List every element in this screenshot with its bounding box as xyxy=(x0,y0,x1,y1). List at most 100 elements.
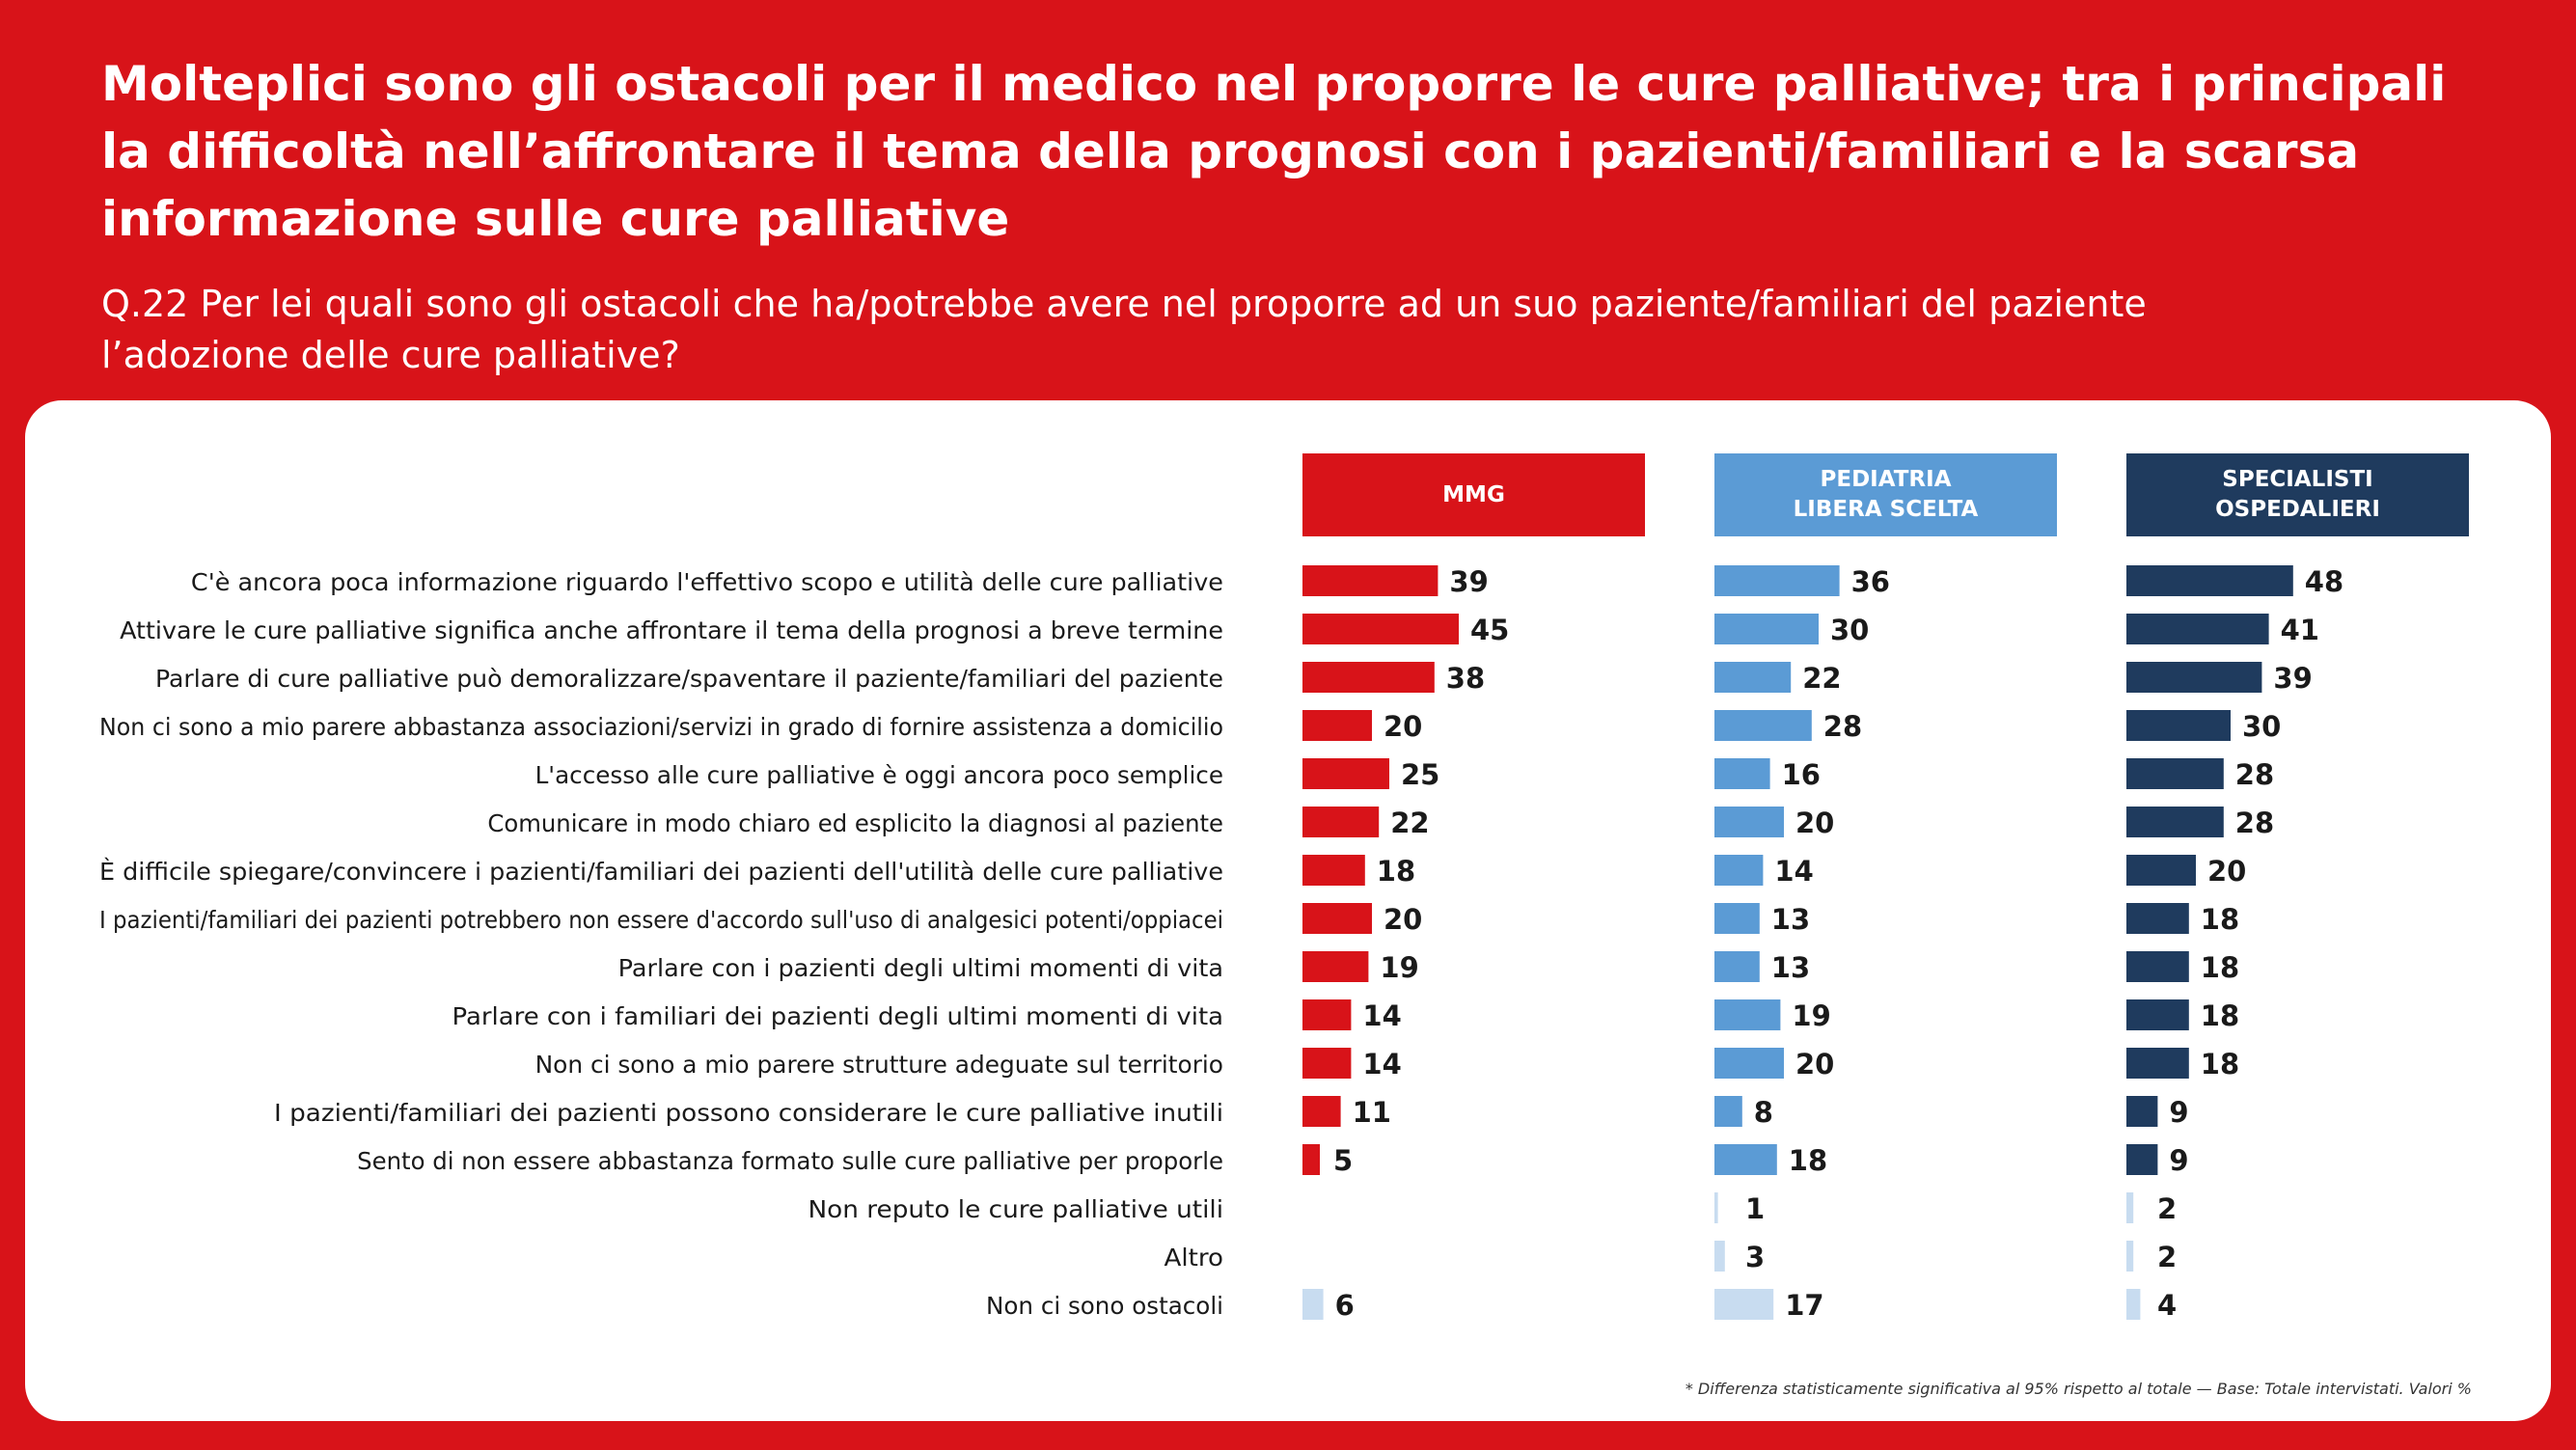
data-label: 36 xyxy=(1851,565,1890,598)
data-label: 20 xyxy=(1795,1048,1834,1081)
bar xyxy=(1302,855,1365,886)
data-label: 39 xyxy=(2273,662,2312,695)
data-label: 6 xyxy=(1335,1289,1355,1322)
bar xyxy=(1302,758,1389,789)
bar xyxy=(1714,999,1781,1030)
bar xyxy=(1302,1144,1320,1175)
data-label: 28 xyxy=(2235,807,2274,839)
data-label: 18 xyxy=(2201,999,2239,1032)
bar xyxy=(1302,710,1372,741)
data-label: 14 xyxy=(1774,855,1813,888)
bar xyxy=(1714,903,1760,934)
data-label: 19 xyxy=(1792,999,1830,1032)
bar xyxy=(1714,855,1764,886)
data-label: 41 xyxy=(2281,614,2319,646)
data-label: 48 xyxy=(2305,565,2343,598)
category-label: Parlare con i familiari dei pazienti deg… xyxy=(452,1002,1224,1030)
column-header-specialisti: SPECIALISTI OSPEDALIERI xyxy=(2126,453,2469,536)
data-label: 4 xyxy=(2157,1289,2177,1322)
bar xyxy=(1302,807,1380,837)
bar xyxy=(1302,662,1435,693)
bar xyxy=(1714,1241,1725,1272)
data-label: 14 xyxy=(1362,999,1401,1032)
bar xyxy=(1302,1096,1341,1127)
bar xyxy=(2126,903,2189,934)
data-label: 17 xyxy=(1785,1289,1823,1322)
data-label: 14 xyxy=(1362,1048,1401,1081)
bar xyxy=(2126,951,2189,982)
column-header-mmg: MMG xyxy=(1302,453,1645,536)
question-text: Q.22 Per lei quali sono gli ostacoli che… xyxy=(101,283,2147,376)
data-label: 25 xyxy=(1401,758,1439,791)
data-label: 39 xyxy=(1449,565,1488,598)
column-header-line: PEDIATRIA xyxy=(1820,467,1952,492)
bar xyxy=(2126,855,2196,886)
data-label: 8 xyxy=(1754,1096,1773,1129)
column-header-pediatria: PEDIATRIA LIBERA SCELTA xyxy=(1714,453,2057,536)
data-label: 22 xyxy=(1390,807,1429,839)
data-label: 18 xyxy=(2201,1048,2239,1081)
bar xyxy=(2126,614,2269,644)
category-label: Non ci sono a mio parere abbastanza asso… xyxy=(99,713,1223,741)
bar xyxy=(2126,662,2262,693)
bar xyxy=(2126,565,2293,596)
data-label: 18 xyxy=(2201,903,2239,936)
data-label: 9 xyxy=(2169,1096,2188,1129)
category-label: L'accesso alle cure palliative è oggi an… xyxy=(535,761,1223,789)
column-header-line: OSPEDALIERI xyxy=(2215,497,2380,522)
bar xyxy=(1302,951,1369,982)
bar xyxy=(1714,1048,1784,1079)
bar xyxy=(1302,1048,1352,1079)
bar xyxy=(1714,758,1770,789)
data-label: 11 xyxy=(1353,1096,1391,1129)
column-header-line: MMG xyxy=(1442,481,1505,507)
category-label: Non ci sono ostacoli xyxy=(986,1292,1223,1320)
category-label: Attivare le cure palliative significa an… xyxy=(120,616,1223,644)
bar xyxy=(1714,710,1812,741)
category-label: È difficile spiegare/convincere i pazien… xyxy=(99,858,1223,886)
data-label: 16 xyxy=(1782,758,1821,791)
data-label: 5 xyxy=(1333,1144,1353,1177)
data-label: 13 xyxy=(1771,951,1810,984)
data-label: 20 xyxy=(2207,855,2246,888)
category-label: I pazienti/familiari dei pazienti potreb… xyxy=(99,906,1223,934)
data-label: 30 xyxy=(1830,614,1869,646)
bar xyxy=(1714,1144,1777,1175)
category-label: Comunicare in modo chiaro ed esplicito l… xyxy=(487,809,1223,837)
category-label: C'è ancora poca informazione riguardo l'… xyxy=(191,568,1223,596)
bar xyxy=(2126,1144,2158,1175)
category-label: Parlare di cure palliative può demoraliz… xyxy=(155,665,1223,693)
category-label: Non ci sono a mio parere strutture adegu… xyxy=(535,1051,1223,1079)
data-label: 20 xyxy=(1795,807,1834,839)
bar xyxy=(2126,807,2224,837)
footnote: * Differenza statisticamente significati… xyxy=(1685,1380,2472,1398)
bar xyxy=(2126,999,2189,1030)
data-label: 18 xyxy=(2201,951,2239,984)
category-label: Sento di non essere abbastanza formato s… xyxy=(357,1147,1223,1175)
data-label: 1 xyxy=(1745,1192,1765,1225)
column-header-line: SPECIALISTI xyxy=(2222,467,2373,492)
data-label: 38 xyxy=(1446,662,1485,695)
data-label: 2 xyxy=(2157,1241,2177,1273)
column-header-line: LIBERA SCELTA xyxy=(1793,497,1979,522)
bar xyxy=(2126,1289,2141,1320)
bar xyxy=(2126,1096,2158,1127)
category-label: Altro xyxy=(1165,1244,1224,1272)
data-label: 2 xyxy=(2157,1192,2177,1225)
bar xyxy=(1302,903,1372,934)
page-title: Molteplici sono gli ostacoli per il medi… xyxy=(101,56,2447,247)
bar xyxy=(1714,951,1760,982)
bar xyxy=(1302,614,1459,644)
data-label: 20 xyxy=(1384,903,1422,936)
data-label: 45 xyxy=(1470,614,1509,646)
bar xyxy=(1302,1289,1324,1320)
data-label: 20 xyxy=(1384,710,1422,743)
bar xyxy=(2126,758,2224,789)
bar xyxy=(2126,710,2231,741)
bar xyxy=(1302,999,1352,1030)
bar xyxy=(2126,1048,2189,1079)
data-label: 13 xyxy=(1771,903,1810,936)
category-label: I pazienti/familiari dei pazienti posson… xyxy=(274,1099,1223,1127)
data-label: 18 xyxy=(1377,855,1415,888)
